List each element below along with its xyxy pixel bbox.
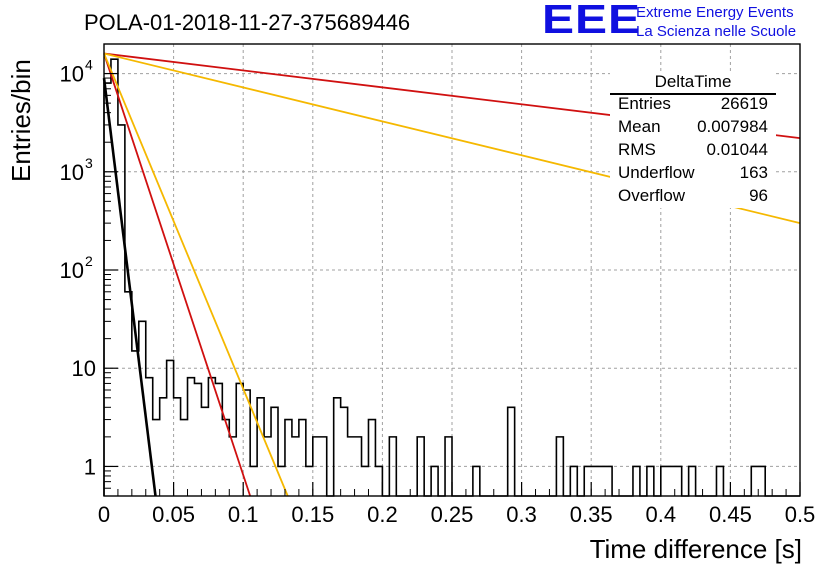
stats-row-underflow: Underflow 163 [618,163,768,182]
stats-row-overflow: Overflow 96 [618,186,768,205]
chart-title: POLA-01-2018-11-27-375689446 [84,10,411,35]
x-tick-label: 0.25 [431,502,474,527]
stats-row-mean: Mean 0.007984 [618,117,768,136]
fit-line-red [103,53,252,497]
fit-line-black [102,77,157,497]
x-tick-label: 0.5 [785,502,816,527]
y-tick-exponent: 2 [85,253,93,269]
y-tick-exponent: 3 [85,155,93,171]
y-tick-label: 10 [60,160,84,185]
logo-line-2: La Scienza nelle Scuole [636,23,797,40]
x-tick-label: 0.4 [646,502,677,527]
logo-line-1: Extreme Energy Events [636,4,794,21]
stats-divider [610,93,776,95]
x-tick-label: 0.05 [152,502,195,527]
y-tick-label: 10 [60,258,84,283]
x-tick-label: 0.3 [506,502,537,527]
stats-title: DeltaTime [654,72,732,91]
x-tick-label: 0.45 [709,502,752,527]
y-tick-label: 10 [60,62,84,87]
x-tick-label: 0.15 [291,502,334,527]
stats-box: DeltaTime Entries 26619 Mean 0.007984 RMS 0… [610,72,776,208]
x-axis-label: Time difference [s] [589,534,802,564]
x-tick-label: 0.2 [367,502,398,527]
y-tick-label: 1 [84,454,96,479]
y-tick-label: 10 [72,356,96,381]
x-tick-label: 0.1 [228,502,259,527]
x-tick-label: 0 [98,502,110,527]
eee-logo: EEE [542,0,642,43]
fit-line-yellow [103,53,289,497]
y-tick-exponent: 4 [85,57,93,73]
x-tick-label: 0.35 [570,502,613,527]
stats-row-entries: Entries 26619 [618,94,768,113]
stats-row-rms: RMS 0.01044 [618,140,768,159]
